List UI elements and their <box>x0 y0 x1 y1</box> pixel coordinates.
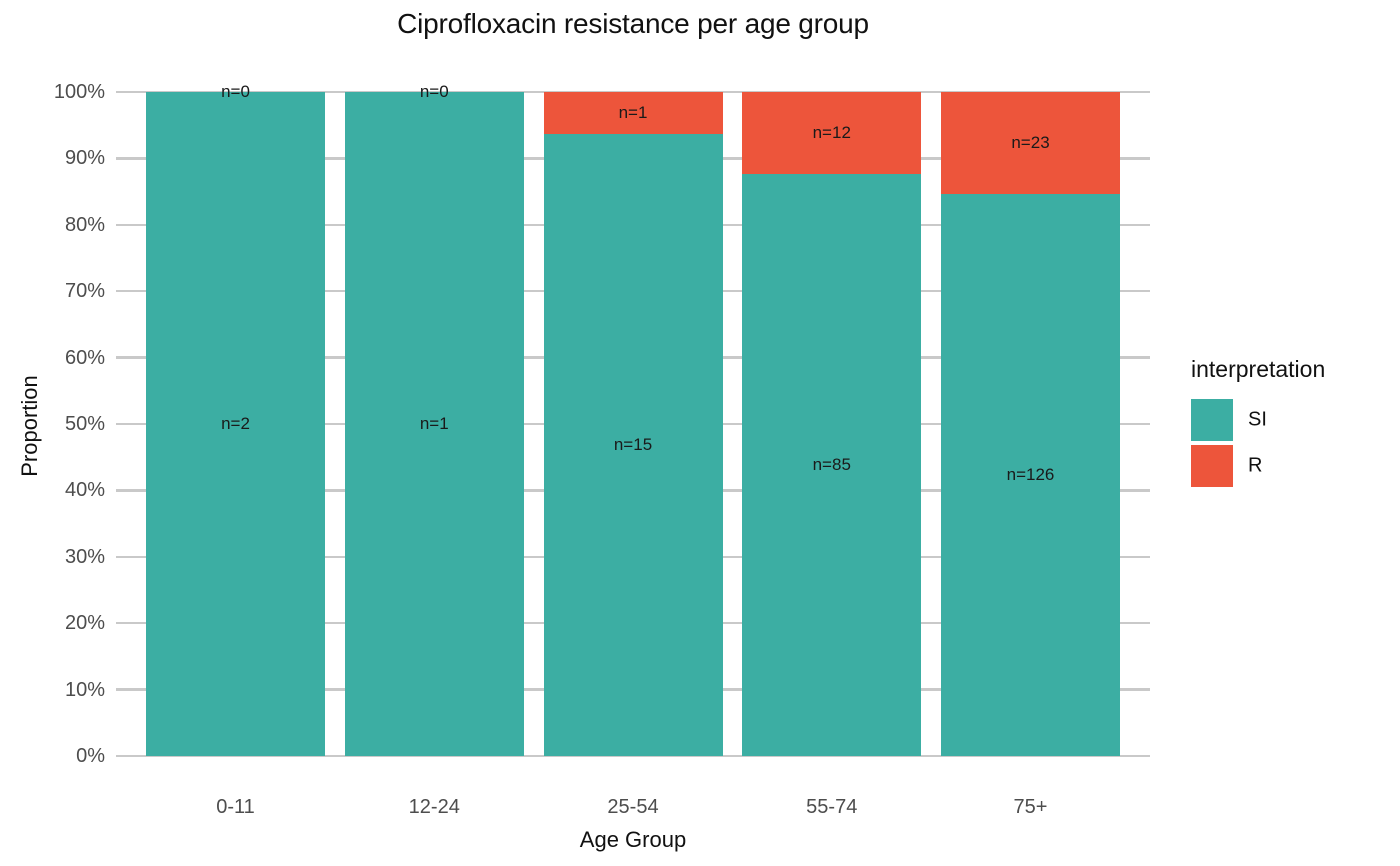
bar-label-si: n=1 <box>419 414 449 433</box>
chart-title: Ciprofloxacin resistance per age group <box>397 8 869 39</box>
bar-segment-r <box>543 92 723 134</box>
y-tick-label: 10% <box>64 678 105 701</box>
legend-swatch-si <box>1191 399 1233 441</box>
bar-label-r: n=23 <box>1011 133 1050 153</box>
x-tick-label-0-11: 0-11 <box>216 796 255 818</box>
legend-item-r: R <box>1191 445 1325 487</box>
legend-item-si: SI <box>1191 399 1325 441</box>
y-tick-label: 100% <box>53 81 105 103</box>
bar-segment-r <box>742 92 922 175</box>
y-tick-label: 70% <box>64 280 105 303</box>
bar-segment-r <box>941 92 1120 195</box>
x-tick-label-75+: 75+ <box>1013 796 1048 818</box>
x-tick-label-25-54: 25-54 <box>607 796 659 818</box>
legend-label: SI <box>1248 408 1267 431</box>
bar-segment-si <box>344 92 524 756</box>
bar-label-si: n=2 <box>221 414 250 433</box>
bar-label-si: n=126 <box>1006 465 1055 485</box>
plot-panel: n=0 n=2 n=0 n=1 n=1 n=15 n=12 n=85 n=23 n=126 <box>116 82 1150 758</box>
bar-label-r: n=12 <box>812 123 851 143</box>
bar-group-0-11 <box>146 92 325 756</box>
legend: interpretation SI R <box>1191 356 1325 491</box>
bar-label-si: n=15 <box>613 434 653 454</box>
bar-group-55-74 <box>742 92 922 756</box>
y-tick-label: 20% <box>64 612 105 635</box>
y-tick-label: 50% <box>64 413 105 435</box>
legend-swatch-r <box>1191 445 1233 487</box>
y-tick-label: 90% <box>64 147 105 170</box>
x-tick-label-55-74: 55-74 <box>806 796 858 818</box>
bar-segment-si <box>941 194 1120 756</box>
bar-segment-si <box>742 174 922 756</box>
y-tick-label: 0% <box>76 745 105 767</box>
y-tick-label: 60% <box>64 346 105 369</box>
legend-label: R <box>1248 454 1263 477</box>
bar-group-75+ <box>941 92 1120 756</box>
bar-segment-si <box>146 92 325 756</box>
bar-label-r: n=0 <box>419 82 449 101</box>
x-axis-title: Age Group <box>579 827 687 852</box>
x-tick-label-12-24: 12-24 <box>408 796 460 818</box>
bar-label-r: n=0 <box>221 82 250 101</box>
bar-group-25-54 <box>543 92 723 756</box>
bar-segment-si <box>543 133 723 756</box>
bar-label-si: n=85 <box>812 455 851 475</box>
bar-label-r: n=1 <box>618 102 648 122</box>
bar-group-12-24 <box>344 92 524 756</box>
y-tick-label: 40% <box>64 479 105 502</box>
legend-title: interpretation <box>1191 356 1326 382</box>
y-tick-label: 80% <box>64 213 105 236</box>
y-tick-label: 30% <box>64 545 105 568</box>
